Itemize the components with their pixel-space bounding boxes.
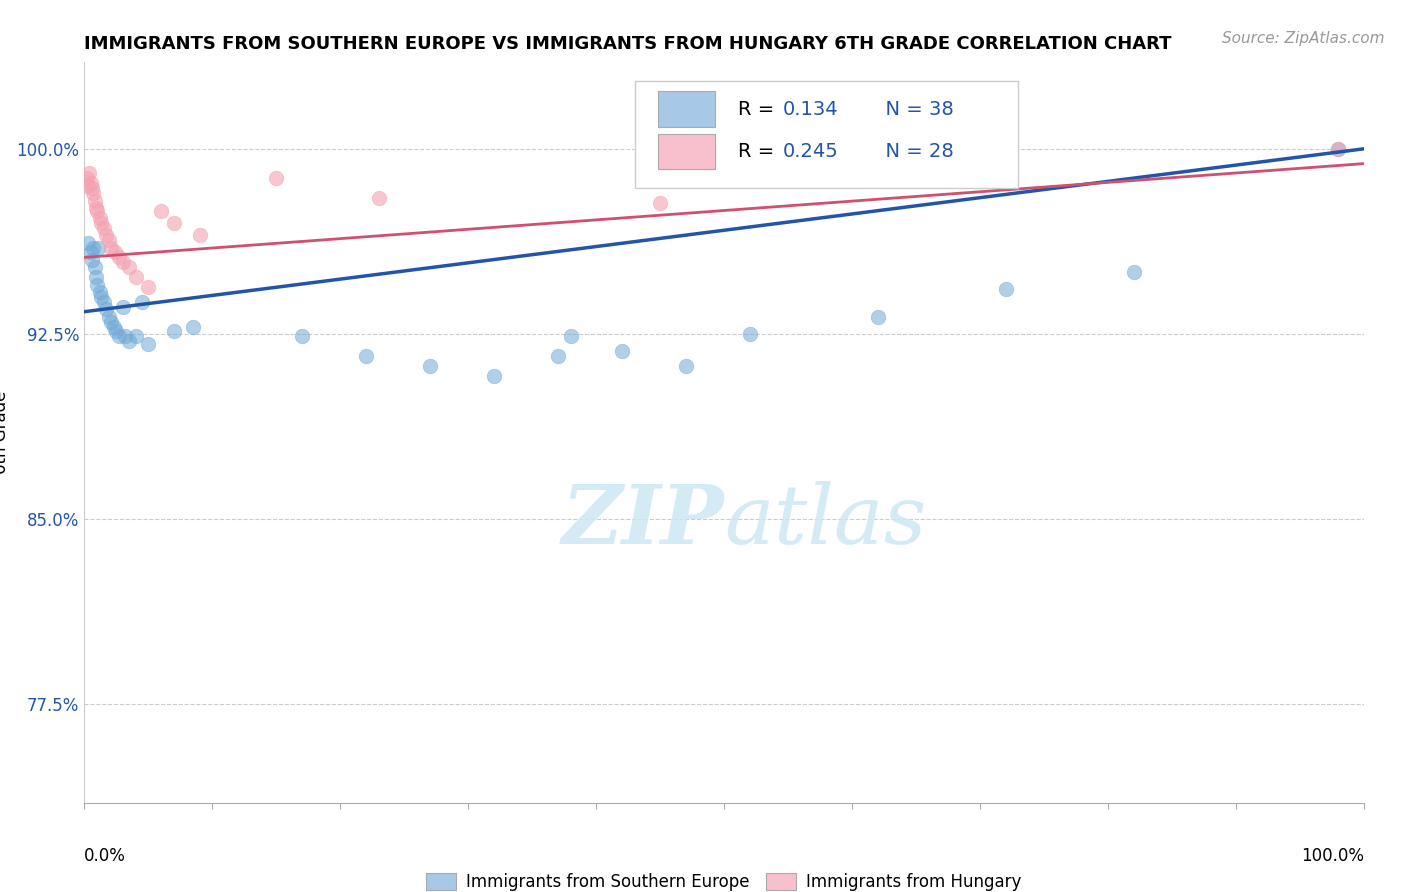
Point xyxy=(105,325,128,339)
Point xyxy=(675,359,697,373)
Point xyxy=(80,181,103,195)
Point xyxy=(482,368,505,383)
Point xyxy=(86,277,108,292)
Point xyxy=(84,201,107,215)
Point xyxy=(610,344,633,359)
Point xyxy=(181,319,204,334)
Point xyxy=(994,283,1017,297)
Point xyxy=(419,359,441,373)
Point xyxy=(82,186,104,201)
Point xyxy=(560,329,582,343)
Point xyxy=(100,240,122,254)
Point xyxy=(100,314,122,328)
Point xyxy=(80,177,103,191)
Point xyxy=(1327,142,1350,156)
Point xyxy=(118,260,141,275)
Point xyxy=(97,310,120,324)
Point xyxy=(89,211,111,225)
Point xyxy=(83,260,105,275)
Text: Source: ZipAtlas.com: Source: ZipAtlas.com xyxy=(1222,31,1385,46)
Point xyxy=(90,290,112,304)
Point xyxy=(1327,142,1350,156)
Point xyxy=(1122,265,1144,279)
Y-axis label: 6th Grade: 6th Grade xyxy=(0,391,10,475)
Point xyxy=(93,220,115,235)
Point xyxy=(108,251,131,265)
Point xyxy=(80,245,103,260)
Point xyxy=(94,302,117,317)
Point xyxy=(97,233,120,247)
Point xyxy=(124,329,146,343)
Point xyxy=(90,216,112,230)
Text: IMMIGRANTS FROM SOUTHERN EUROPE VS IMMIGRANTS FROM HUNGARY 6TH GRADE CORRELATION: IMMIGRANTS FROM SOUTHERN EUROPE VS IMMIG… xyxy=(84,35,1171,53)
Point xyxy=(264,171,288,186)
Point xyxy=(150,203,173,218)
Point xyxy=(77,235,100,250)
Text: 0.134: 0.134 xyxy=(783,100,838,119)
Point xyxy=(93,294,115,309)
Text: 0.245: 0.245 xyxy=(783,142,839,161)
Text: R =: R = xyxy=(738,100,780,119)
Point xyxy=(82,240,104,254)
Point xyxy=(866,310,889,324)
Legend: Immigrants from Southern Europe, Immigrants from Hungary: Immigrants from Southern Europe, Immigra… xyxy=(419,867,1029,892)
Text: N = 38: N = 38 xyxy=(873,100,953,119)
Point xyxy=(367,191,389,205)
Point xyxy=(83,194,105,208)
Point xyxy=(163,216,186,230)
Point xyxy=(77,178,100,193)
Point xyxy=(80,252,103,267)
Text: 0.0%: 0.0% xyxy=(84,847,127,865)
Point xyxy=(124,270,146,285)
FancyBboxPatch shape xyxy=(634,81,1018,188)
Text: atlas: atlas xyxy=(724,482,927,561)
FancyBboxPatch shape xyxy=(658,134,716,169)
Point xyxy=(131,294,153,309)
Point xyxy=(76,171,98,186)
Point xyxy=(86,203,108,218)
Point xyxy=(103,319,125,334)
Point xyxy=(87,240,110,254)
Point xyxy=(738,326,761,341)
Text: ZIP: ZIP xyxy=(561,482,724,561)
Point xyxy=(89,285,111,299)
Point xyxy=(94,228,117,243)
Point xyxy=(138,336,160,351)
Point xyxy=(547,349,569,363)
Point xyxy=(118,334,141,349)
Point xyxy=(104,245,127,260)
Point xyxy=(163,325,186,339)
Point xyxy=(354,349,377,363)
Text: R =: R = xyxy=(738,142,780,161)
Point xyxy=(650,196,672,211)
Point xyxy=(138,280,160,294)
Point xyxy=(108,329,131,343)
Point xyxy=(188,228,211,243)
Point xyxy=(111,255,134,269)
Point xyxy=(79,166,101,180)
Text: 100.0%: 100.0% xyxy=(1301,847,1364,865)
FancyBboxPatch shape xyxy=(658,91,716,127)
Point xyxy=(114,329,136,343)
Text: N = 28: N = 28 xyxy=(873,142,953,161)
Point xyxy=(111,300,134,314)
Point xyxy=(291,329,314,343)
Point xyxy=(84,270,107,285)
